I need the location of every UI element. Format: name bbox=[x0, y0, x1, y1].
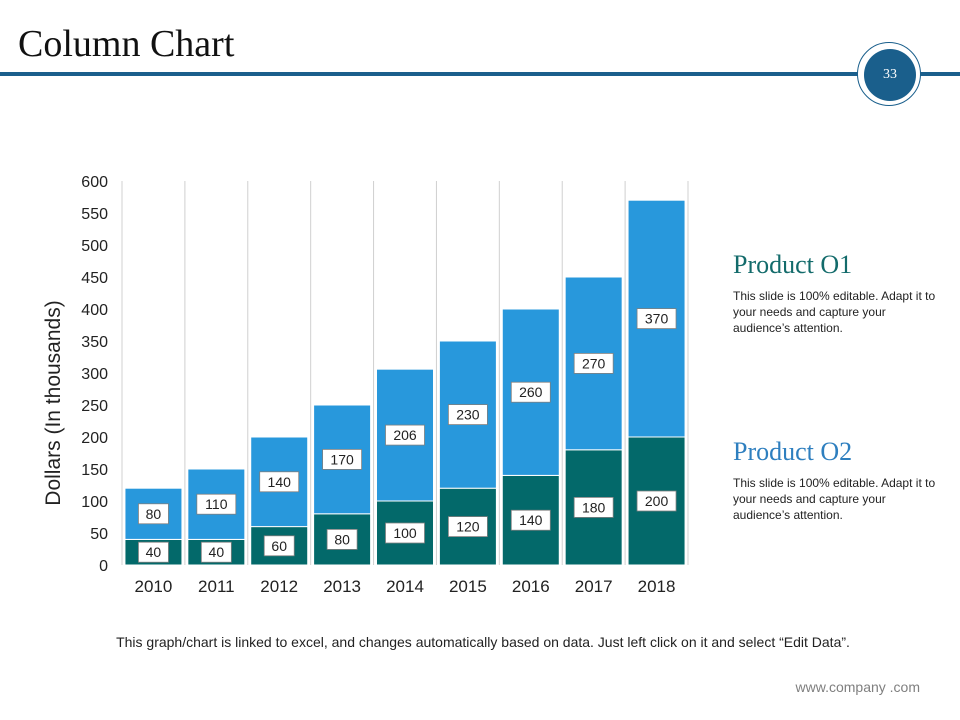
data-label-box bbox=[322, 448, 363, 470]
y-tick-label: 250 bbox=[81, 398, 108, 415]
data-label: 140 bbox=[519, 512, 543, 528]
data-label-box bbox=[447, 516, 488, 537]
header-rule bbox=[0, 72, 960, 76]
x-tick-label: 2010 bbox=[135, 577, 173, 596]
x-tick-label: 2015 bbox=[449, 577, 487, 596]
data-label: 40 bbox=[209, 544, 225, 560]
y-tick-label: 300 bbox=[81, 366, 108, 383]
y-tick-label: 550 bbox=[81, 206, 108, 223]
page-number-badge: 33 bbox=[864, 49, 916, 101]
y-tick-label: 600 bbox=[81, 174, 108, 191]
data-label: 80 bbox=[146, 506, 162, 522]
data-label: 370 bbox=[645, 311, 669, 327]
data-label-box bbox=[636, 490, 677, 512]
data-label-box bbox=[263, 535, 295, 557]
data-label-box bbox=[385, 424, 425, 446]
data-label: 100 bbox=[393, 525, 417, 541]
data-label: 140 bbox=[268, 474, 292, 490]
x-tick-label: 2017 bbox=[575, 577, 613, 596]
data-label: 260 bbox=[519, 384, 543, 400]
chart-footnote: This graph/chart is linked to excel, and… bbox=[116, 634, 850, 650]
legend-product-2: Product O2 This slide is 100% editable. … bbox=[733, 437, 943, 523]
x-tick-label: 2014 bbox=[386, 577, 424, 596]
data-label-box bbox=[447, 404, 488, 426]
slide-title: Column Chart bbox=[18, 23, 235, 65]
data-label: 170 bbox=[330, 451, 354, 467]
data-label: 200 bbox=[645, 493, 669, 509]
y-tick-label: 450 bbox=[81, 270, 108, 287]
data-label: 80 bbox=[334, 531, 350, 547]
legend-product-1-title: Product O1 bbox=[733, 250, 853, 279]
data-label: 120 bbox=[456, 519, 480, 535]
data-label-box bbox=[573, 496, 614, 518]
website-link[interactable]: www.company .com bbox=[795, 679, 920, 695]
y-tick-label: 500 bbox=[81, 238, 108, 255]
data-label: 110 bbox=[205, 496, 228, 512]
data-label-box bbox=[326, 529, 358, 550]
data-label-box bbox=[259, 471, 300, 493]
data-label: 60 bbox=[271, 538, 287, 554]
y-tick-label: 150 bbox=[81, 462, 108, 479]
x-tick-label: 2012 bbox=[260, 577, 298, 596]
x-tick-label: 2013 bbox=[323, 577, 361, 596]
y-tick-label: 0 bbox=[99, 558, 108, 575]
legend-product-2-title: Product O2 bbox=[733, 437, 853, 466]
y-tick-label: 400 bbox=[81, 302, 108, 319]
x-tick-label: 2018 bbox=[638, 577, 676, 596]
data-label: 180 bbox=[582, 499, 606, 515]
legend-product-1-text: This slide is 100% editable. Adapt it to… bbox=[733, 289, 936, 335]
data-label-box bbox=[510, 381, 551, 403]
y-tick-label: 50 bbox=[90, 526, 108, 543]
x-tick-label: 2016 bbox=[512, 577, 550, 596]
data-label-box bbox=[138, 503, 169, 525]
y-tick-label: 200 bbox=[81, 430, 108, 447]
data-label-box bbox=[510, 509, 551, 531]
data-label-box bbox=[196, 493, 237, 515]
data-label-box bbox=[385, 522, 425, 544]
data-label-box bbox=[138, 541, 169, 563]
data-label: 206 bbox=[393, 427, 417, 443]
data-label: 40 bbox=[146, 544, 162, 560]
y-axis-title: Dollars (In thousands) bbox=[42, 300, 65, 505]
y-tick-label: 350 bbox=[81, 334, 108, 351]
legend-product-1: Product O1 This slide is 100% editable. … bbox=[733, 250, 943, 336]
data-label-box bbox=[200, 541, 232, 563]
x-tick-label: 2011 bbox=[198, 577, 235, 596]
legend-product-2-text: This slide is 100% editable. Adapt it to… bbox=[733, 476, 936, 522]
data-label: 230 bbox=[456, 407, 480, 423]
data-label: 270 bbox=[582, 355, 606, 371]
data-label-box bbox=[573, 352, 614, 374]
y-tick-label: 100 bbox=[81, 494, 108, 511]
data-label-box bbox=[636, 308, 677, 330]
